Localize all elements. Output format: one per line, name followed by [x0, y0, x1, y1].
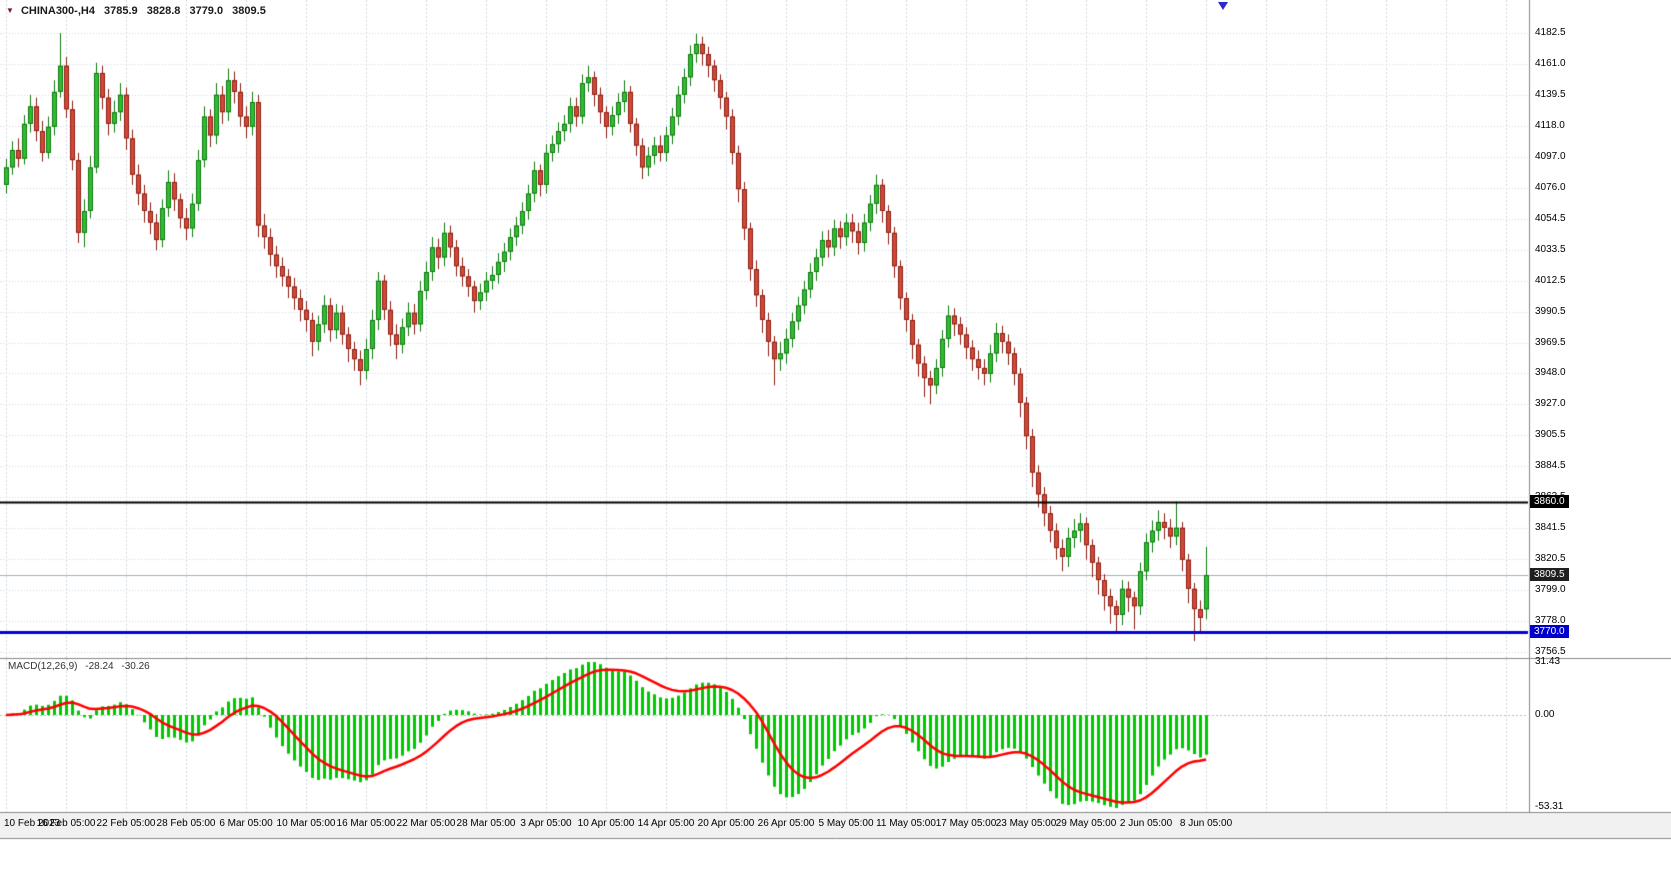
price-tick-label: 3927.0 [1535, 398, 1566, 410]
price-tick-label: 4161.0 [1535, 57, 1566, 69]
time-tick-label: 5 May 05:00 [818, 818, 874, 829]
price-tick-label: 4118.0 [1535, 119, 1565, 131]
time-tick-label: 23 May 05:00 [995, 818, 1057, 829]
time-tick-label: 2 Jun 05:00 [1119, 818, 1173, 829]
price-badge-3770.0: 3770.0 [1530, 625, 1569, 639]
time-tick-label: 11 May 05:00 [876, 818, 936, 829]
symbol-timeframe-label: CHINA300-,H4 [20, 5, 95, 17]
price-tick-label: 4033.5 [1535, 243, 1566, 255]
quote-high: 3828.8 [146, 5, 181, 17]
time-tick-label: 28 Mar 05:00 [456, 818, 516, 829]
macd-scale-label: 0.00 [1535, 709, 1555, 720]
quote-low: 3779.0 [189, 5, 224, 17]
price-tick-label: 3969.5 [1535, 336, 1566, 348]
time-tick-label: 8 Jun 05:00 [1179, 818, 1233, 829]
macd-scale-label: 31.43 [1535, 656, 1561, 667]
time-tick-label: 6 Mar 05:00 [219, 818, 273, 829]
price-tick-label: 3884.5 [1535, 460, 1566, 472]
time-tick-label: 20 Apr 05:00 [697, 818, 755, 829]
time-tick-label: 10 Apr 05:00 [577, 818, 635, 829]
price-tick-label: 4012.5 [1535, 274, 1566, 286]
time-tick-label: 29 May 05:00 [1055, 818, 1117, 829]
time-tick-label: 14 Apr 05:00 [637, 818, 695, 829]
price-tick-label: 3905.5 [1535, 429, 1566, 441]
chart-shift-marker-icon[interactable] [1218, 2, 1228, 10]
macd-indicator-label: MACD(12,26,9) -28.24 -30.26 [8, 661, 155, 672]
macd-name: MACD(12,26,9) [8, 661, 78, 672]
time-tick-label: 16 Feb 05:00 [36, 818, 96, 829]
price-tick-label: 4139.5 [1535, 88, 1566, 100]
time-tick-label: 17 May 05:00 [935, 818, 997, 829]
macd-value-signal: -30.26 [121, 661, 150, 672]
price-tick-label: 3841.5 [1535, 522, 1566, 534]
time-tick-label: 22 Feb 05:00 [96, 818, 156, 829]
price-tick-label: 3799.0 [1535, 584, 1566, 596]
price-tick-label: 3820.5 [1535, 553, 1566, 565]
price-badge-3809.5: 3809.5 [1530, 567, 1569, 581]
time-tick-label: 10 Feb 2023 [4, 818, 61, 829]
price-tick-label: 3756.5 [1535, 646, 1566, 657]
price-tick-label: 4097.0 [1535, 150, 1566, 162]
time-tick-label: 3 Apr 05:00 [520, 818, 572, 829]
price-tick-label: 4076.0 [1535, 181, 1566, 193]
time-tick-label: 26 Apr 05:00 [757, 818, 815, 829]
price-tick-label: 3778.0 [1535, 615, 1566, 627]
price-tick-label: 4054.5 [1535, 212, 1566, 224]
time-tick-label: 22 Mar 05:00 [396, 818, 456, 829]
symbol-quote: ▼ CHINA300-,H4 3785.9 3828.8 3779.0 3809… [6, 5, 266, 17]
price-tick-label: 3990.5 [1535, 305, 1566, 317]
symbol-dropdown-triangle-icon[interactable]: ▼ [6, 6, 14, 15]
price-tick-label: 4182.5 [1535, 27, 1566, 38]
time-tick-label: 28 Feb 05:00 [156, 818, 216, 829]
time-tick-label: 16 Mar 05:00 [336, 818, 396, 829]
time-tick-label: 10 Mar 05:00 [276, 818, 336, 829]
price-tick-label: 3948.0 [1535, 367, 1566, 379]
macd-value-main: -28.24 [85, 661, 114, 672]
macd-scale-label: -53.31 [1535, 801, 1564, 812]
quote-close: 3809.5 [232, 5, 266, 17]
quote-open: 3785.9 [104, 5, 138, 17]
price-badge-3860.0: 3860.0 [1530, 494, 1569, 508]
